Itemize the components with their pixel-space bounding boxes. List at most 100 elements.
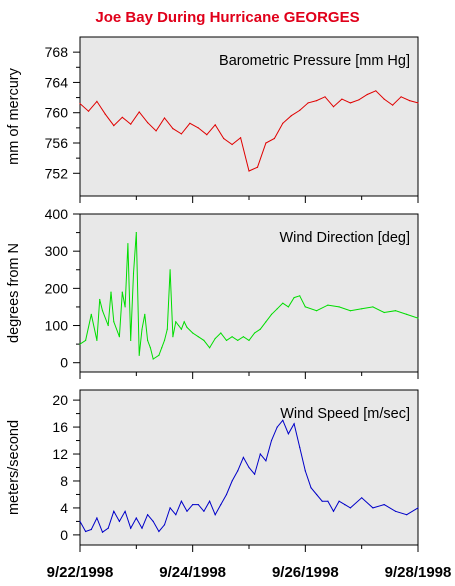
data-point [316,493,318,496]
data-point [394,310,397,312]
data-point [96,339,98,341]
data-point [130,527,132,529]
data-point [248,466,250,469]
data-point [79,103,81,105]
data-point [166,328,168,330]
data-point [259,328,261,330]
data-point [107,324,109,327]
data-point [366,93,368,96]
data-point [118,336,120,338]
data-point [417,507,419,509]
x-tick-label: 9/28/1998 [385,564,452,581]
data-point [254,473,256,475]
data-point [327,304,329,306]
data-point [147,339,149,341]
data-point [344,504,346,506]
data-point [189,122,191,124]
data-point [90,313,92,315]
data-point [332,510,335,512]
data-point [214,124,216,126]
data-point [231,143,233,146]
data-point [220,504,222,506]
data-point [178,324,180,327]
data-point [152,358,154,360]
data-point [183,321,185,323]
data-point [175,514,177,516]
y-tick-label: 12 [52,446,68,462]
data-point [87,110,90,112]
data-point [214,514,216,516]
data-point [144,313,146,315]
data-point [276,308,278,310]
data-point [237,339,239,341]
data-point [282,122,284,124]
data-point [169,507,171,509]
data-point [225,493,228,496]
data-point [158,530,160,533]
data-point [392,104,394,106]
panel-2: 0 100 200 300 400 degrees from N Wind Directio… [6,206,419,379]
data-point [85,530,87,533]
data-point [124,306,126,308]
y-tick-label: 764 [45,74,69,90]
y-tick-label: 20 [52,392,68,408]
data-point [101,531,104,533]
data-point [203,339,205,341]
y-tick-label: 760 [45,105,69,121]
data-point [135,517,137,519]
data-point [130,339,132,341]
data-point [293,297,295,299]
data-point [85,339,87,341]
data-point [121,116,123,118]
data-point [197,336,199,338]
data-point [287,433,289,435]
data-point [180,328,182,330]
data-point [299,295,301,297]
data-point [290,115,292,117]
data-point [287,306,289,308]
data-point [101,310,104,312]
data-point [332,106,335,108]
data-point [220,332,222,334]
data-point [124,510,126,512]
data-point [96,100,98,102]
data-point [358,99,360,101]
y-tick-label: 400 [45,206,69,222]
data-point [321,500,323,502]
data-point [214,337,216,340]
y-axis-label: meters/second [6,420,22,515]
panel-title: Barometric Pressure [mm Hg] [219,53,410,69]
data-point [299,446,301,448]
data-point [349,102,351,104]
data-point [99,298,101,301]
data-point [299,109,301,111]
data-point [254,332,256,334]
data-point [172,336,174,338]
data-point [110,291,112,293]
data-point [409,100,411,102]
y-tick-label: 16 [52,419,68,435]
data-point [90,528,92,531]
data-point [256,166,259,168]
data-point [259,453,261,455]
panel-title: Wind Speed [m/sec] [280,406,410,422]
data-point [349,310,351,312]
data-point [372,507,374,509]
data-point [316,100,318,102]
data-point [248,170,250,172]
data-point [307,102,309,104]
data-point [152,520,154,523]
data-point [138,354,140,356]
data-point [163,524,166,526]
data-point [186,510,188,512]
data-point [206,134,208,136]
y-tick-label: 752 [45,165,69,181]
data-point [79,343,81,345]
data-point [327,500,329,502]
y-tick-label: 100 [45,318,69,334]
y-tick-label: 768 [45,44,69,60]
data-point [175,321,177,323]
data-point [169,269,171,271]
data-point [293,423,295,425]
